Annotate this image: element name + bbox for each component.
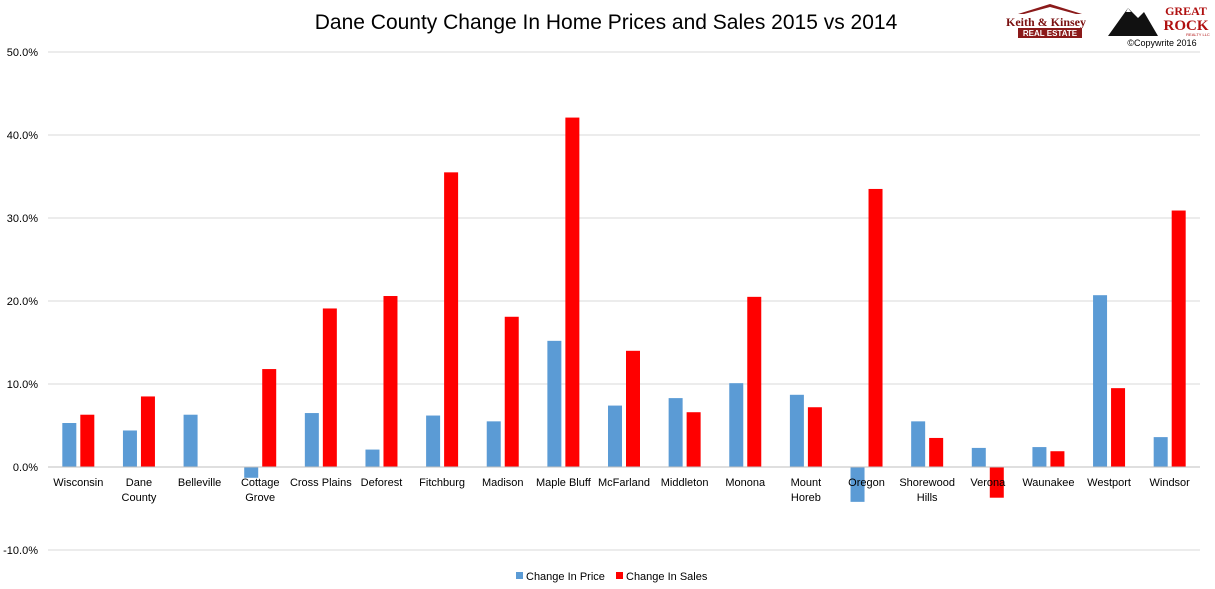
- bar-change-in-sales: [504, 316, 519, 467]
- bar-change-in-price: [789, 394, 804, 467]
- category-label: Dane County: [122, 477, 157, 504]
- category-label: Deforest: [361, 477, 403, 489]
- bar-change-in-sales: [626, 350, 640, 467]
- category-label: Middleton: [661, 477, 709, 489]
- legend: Change In Price Change In Sales: [516, 571, 708, 583]
- y-tick-label: 10.0%: [7, 379, 38, 391]
- bar-change-in-sales: [868, 188, 883, 467]
- great-rock-line2: ROCK: [1164, 18, 1209, 34]
- category-label: Verona: [970, 477, 1006, 489]
- copyright-text: ©Copywrite 2016: [1127, 38, 1196, 48]
- y-tick-label: 50.0%: [7, 47, 38, 59]
- bar-change-in-price: [911, 421, 926, 467]
- y-tick-label: -10.0%: [3, 545, 38, 557]
- great-rock-line3: REALTY LLC: [1186, 32, 1210, 37]
- bar-change-in-sales: [140, 396, 155, 467]
- category-label: Shorewood Hills: [899, 477, 955, 504]
- bar-change-in-price: [729, 383, 744, 467]
- category-label: Waunakee: [1022, 477, 1074, 489]
- grid-lines: [48, 51, 1200, 551]
- bar-change-in-price: [365, 449, 380, 467]
- bar-change-in-price: [1093, 295, 1108, 467]
- category-label: Oregon: [848, 477, 885, 489]
- category-label: Monona: [725, 477, 766, 489]
- bar-change-in-sales: [1050, 451, 1065, 467]
- category-label: Wisconsin: [53, 477, 103, 489]
- great-rock-logo: GREAT ROCK REALTY LLC: [1108, 4, 1210, 37]
- bar-change-in-sales: [322, 308, 337, 467]
- category-label: Fitchburg: [419, 477, 465, 489]
- great-rock-line1: GREAT: [1165, 4, 1207, 18]
- y-tick-label: 30.0%: [7, 213, 38, 225]
- mountain-icon: [1108, 8, 1158, 36]
- y-tick-label: 40.0%: [7, 130, 38, 142]
- category-label: Cottage Grove: [241, 477, 280, 504]
- legend-swatch-sales: [616, 572, 623, 579]
- category-label: Madison: [482, 477, 524, 489]
- bars: [62, 117, 1186, 502]
- bar-change-in-price: [1032, 447, 1047, 467]
- bar-change-in-price: [608, 405, 622, 467]
- bar-change-in-sales: [807, 407, 822, 467]
- bar-change-in-price: [62, 423, 77, 467]
- bar-change-in-sales: [1171, 210, 1186, 467]
- bar-change-in-sales: [444, 172, 459, 467]
- bar-change-in-sales: [929, 437, 944, 467]
- keith-kinsey-name: Keith & Kinsey: [1006, 15, 1086, 29]
- bar-change-in-price: [426, 415, 441, 467]
- keith-kinsey-logo: Keith & Kinsey REAL ESTATE: [1006, 4, 1086, 38]
- bar-change-in-sales: [747, 296, 762, 467]
- bar-change-in-price: [304, 413, 319, 467]
- category-label: Belleville: [178, 477, 221, 489]
- bar-change-in-price: [668, 398, 683, 467]
- y-tick-label: 20.0%: [7, 296, 38, 308]
- legend-label-sales: Change In Sales: [626, 571, 708, 583]
- bar-change-in-sales: [80, 414, 95, 467]
- y-tick-label: 0.0%: [13, 462, 38, 474]
- bar-change-in-price: [122, 430, 137, 467]
- bar-change-in-sales: [383, 296, 398, 467]
- bar-change-in-sales: [1111, 388, 1126, 467]
- bar-change-in-sales: [262, 369, 277, 467]
- legend-label-price: Change In Price: [526, 571, 605, 583]
- category-labels: Wisconsin Dane County Belleville Cottage Grov…: [53, 477, 1190, 504]
- bar-change-in-price: [547, 340, 562, 467]
- category-label: Windsor: [1150, 477, 1191, 489]
- bar-change-in-price: [1153, 437, 1168, 467]
- bar-change-in-sales: [686, 412, 701, 467]
- bar-change-in-price: [971, 447, 986, 467]
- chart-title: Dane County Change In Home Prices and Sa…: [315, 11, 898, 34]
- bar-change-in-price: [850, 467, 865, 502]
- category-label: Maple Bluff: [536, 477, 592, 489]
- bar-change-in-price: [486, 421, 501, 467]
- category-label: Mount Horeb: [791, 477, 822, 504]
- keith-kinsey-subtitle: REAL ESTATE: [1023, 29, 1078, 38]
- bar-change-in-sales: [989, 467, 1004, 498]
- category-label: Cross Plains: [290, 477, 352, 489]
- legend-swatch-price: [516, 572, 523, 579]
- roof-icon: [1018, 4, 1082, 14]
- category-label: Westport: [1087, 477, 1131, 489]
- bar-change-in-sales: [565, 117, 580, 467]
- y-axis-labels: 50.0% 40.0% 30.0% 20.0% 10.0% 0.0% -10.0%: [3, 47, 38, 557]
- bar-change-in-price: [183, 414, 198, 467]
- bar-change-in-price: [244, 467, 259, 478]
- category-label: McFarland: [598, 477, 650, 489]
